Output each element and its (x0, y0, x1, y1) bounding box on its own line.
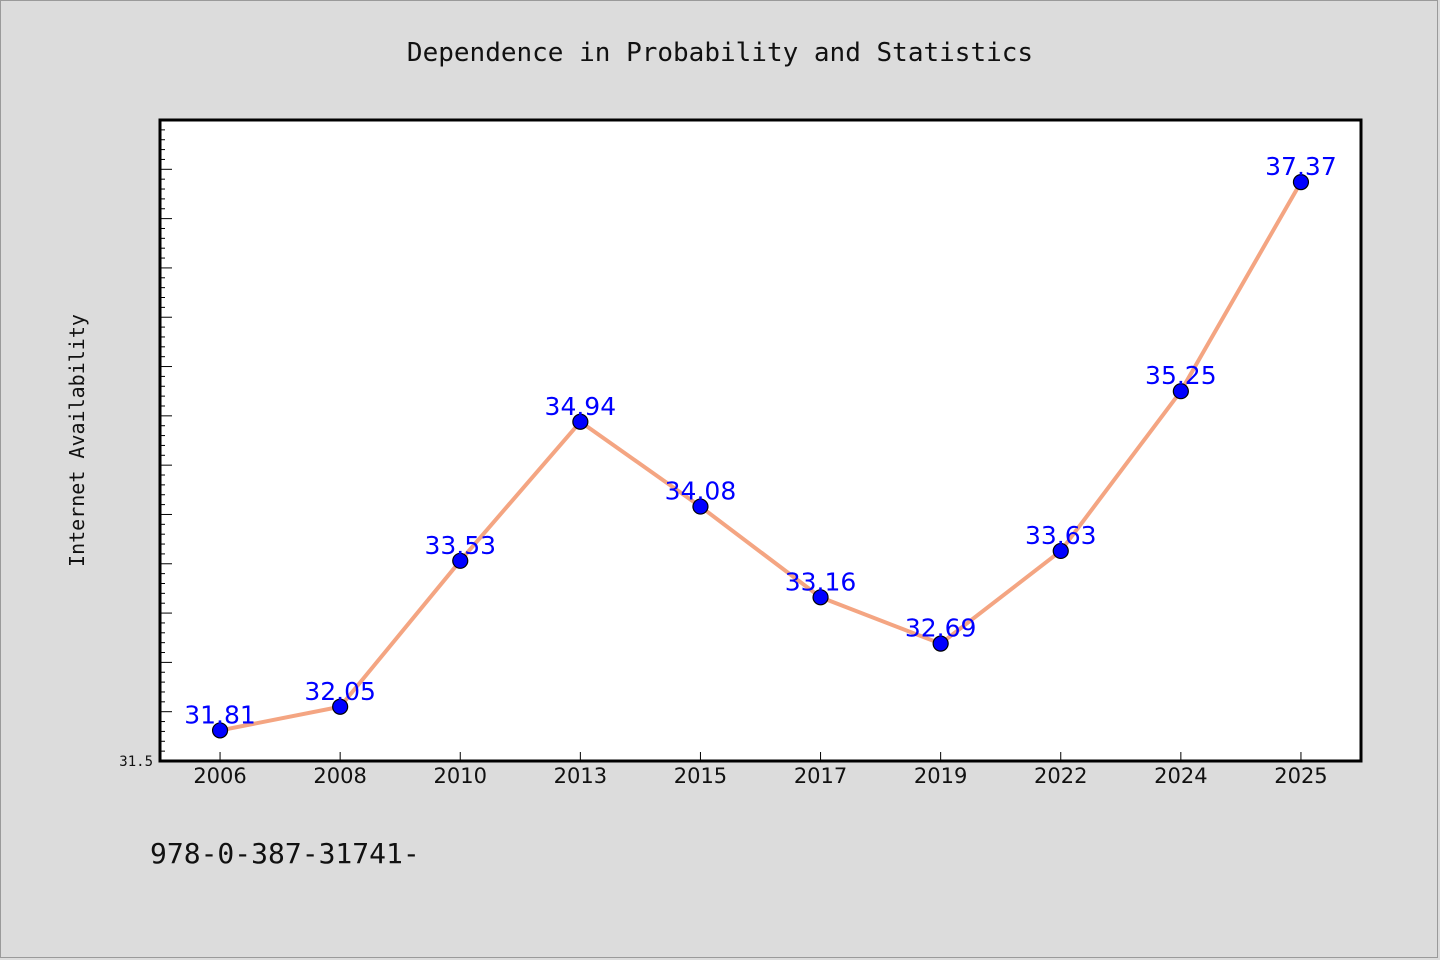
chart-title: Dependence in Probability and Statistics (407, 38, 1033, 68)
data-point (332, 698, 349, 715)
x-tick-label: 2013 (554, 764, 607, 788)
data-point (1052, 542, 1069, 560)
x-tick-label: 2008 (313, 764, 366, 788)
data-point (1292, 174, 1310, 191)
data-label: 35.25 (1145, 361, 1217, 390)
x-tick-label: 2010 (434, 764, 487, 788)
data-label: 34.94 (545, 392, 617, 421)
x-tick-label: 2024 (1154, 764, 1207, 788)
data-point (572, 413, 589, 430)
data-label: 33.16 (785, 567, 857, 596)
y-tick-label: 31.5 (119, 754, 153, 770)
footer-isbn-text: 978-0-387-31741- (150, 837, 420, 870)
x-tick-label: 2017 (794, 764, 847, 788)
x-tick-label: 2015 (674, 764, 727, 788)
data-point (692, 498, 709, 515)
x-tick-label: 2025 (1274, 764, 1327, 788)
data-point (932, 635, 949, 652)
x-tick-label: 2019 (914, 764, 967, 788)
y-axis-label: Internet Availability (65, 314, 89, 567)
data-label: 33.63 (1025, 521, 1097, 550)
x-axis-ticks: 2006 2008 2010 2013 2015 2017 2019 2022 2024 2025 (193, 752, 1328, 788)
data-label: 32.05 (304, 677, 376, 706)
data-point (812, 589, 829, 606)
data-label: 32.69 (905, 614, 977, 643)
plot-area (158, 118, 1363, 763)
series-group: 31.81 32.05 33.53 34.94 34.08 33.16 32.69 33.63… (184, 152, 1337, 739)
y-axis-ticks: 31.5 (119, 119, 172, 770)
data-point (452, 552, 469, 569)
data-point (211, 722, 229, 739)
data-label: 37.37 (1265, 152, 1337, 181)
x-tick-label: 2022 (1034, 764, 1087, 788)
data-label: 33.53 (424, 531, 496, 560)
x-tick-label: 2006 (193, 764, 246, 788)
data-label: 31.81 (184, 700, 256, 729)
data-point (1172, 383, 1189, 400)
series-line (218, 180, 1303, 733)
data-label: 34.08 (665, 477, 737, 506)
